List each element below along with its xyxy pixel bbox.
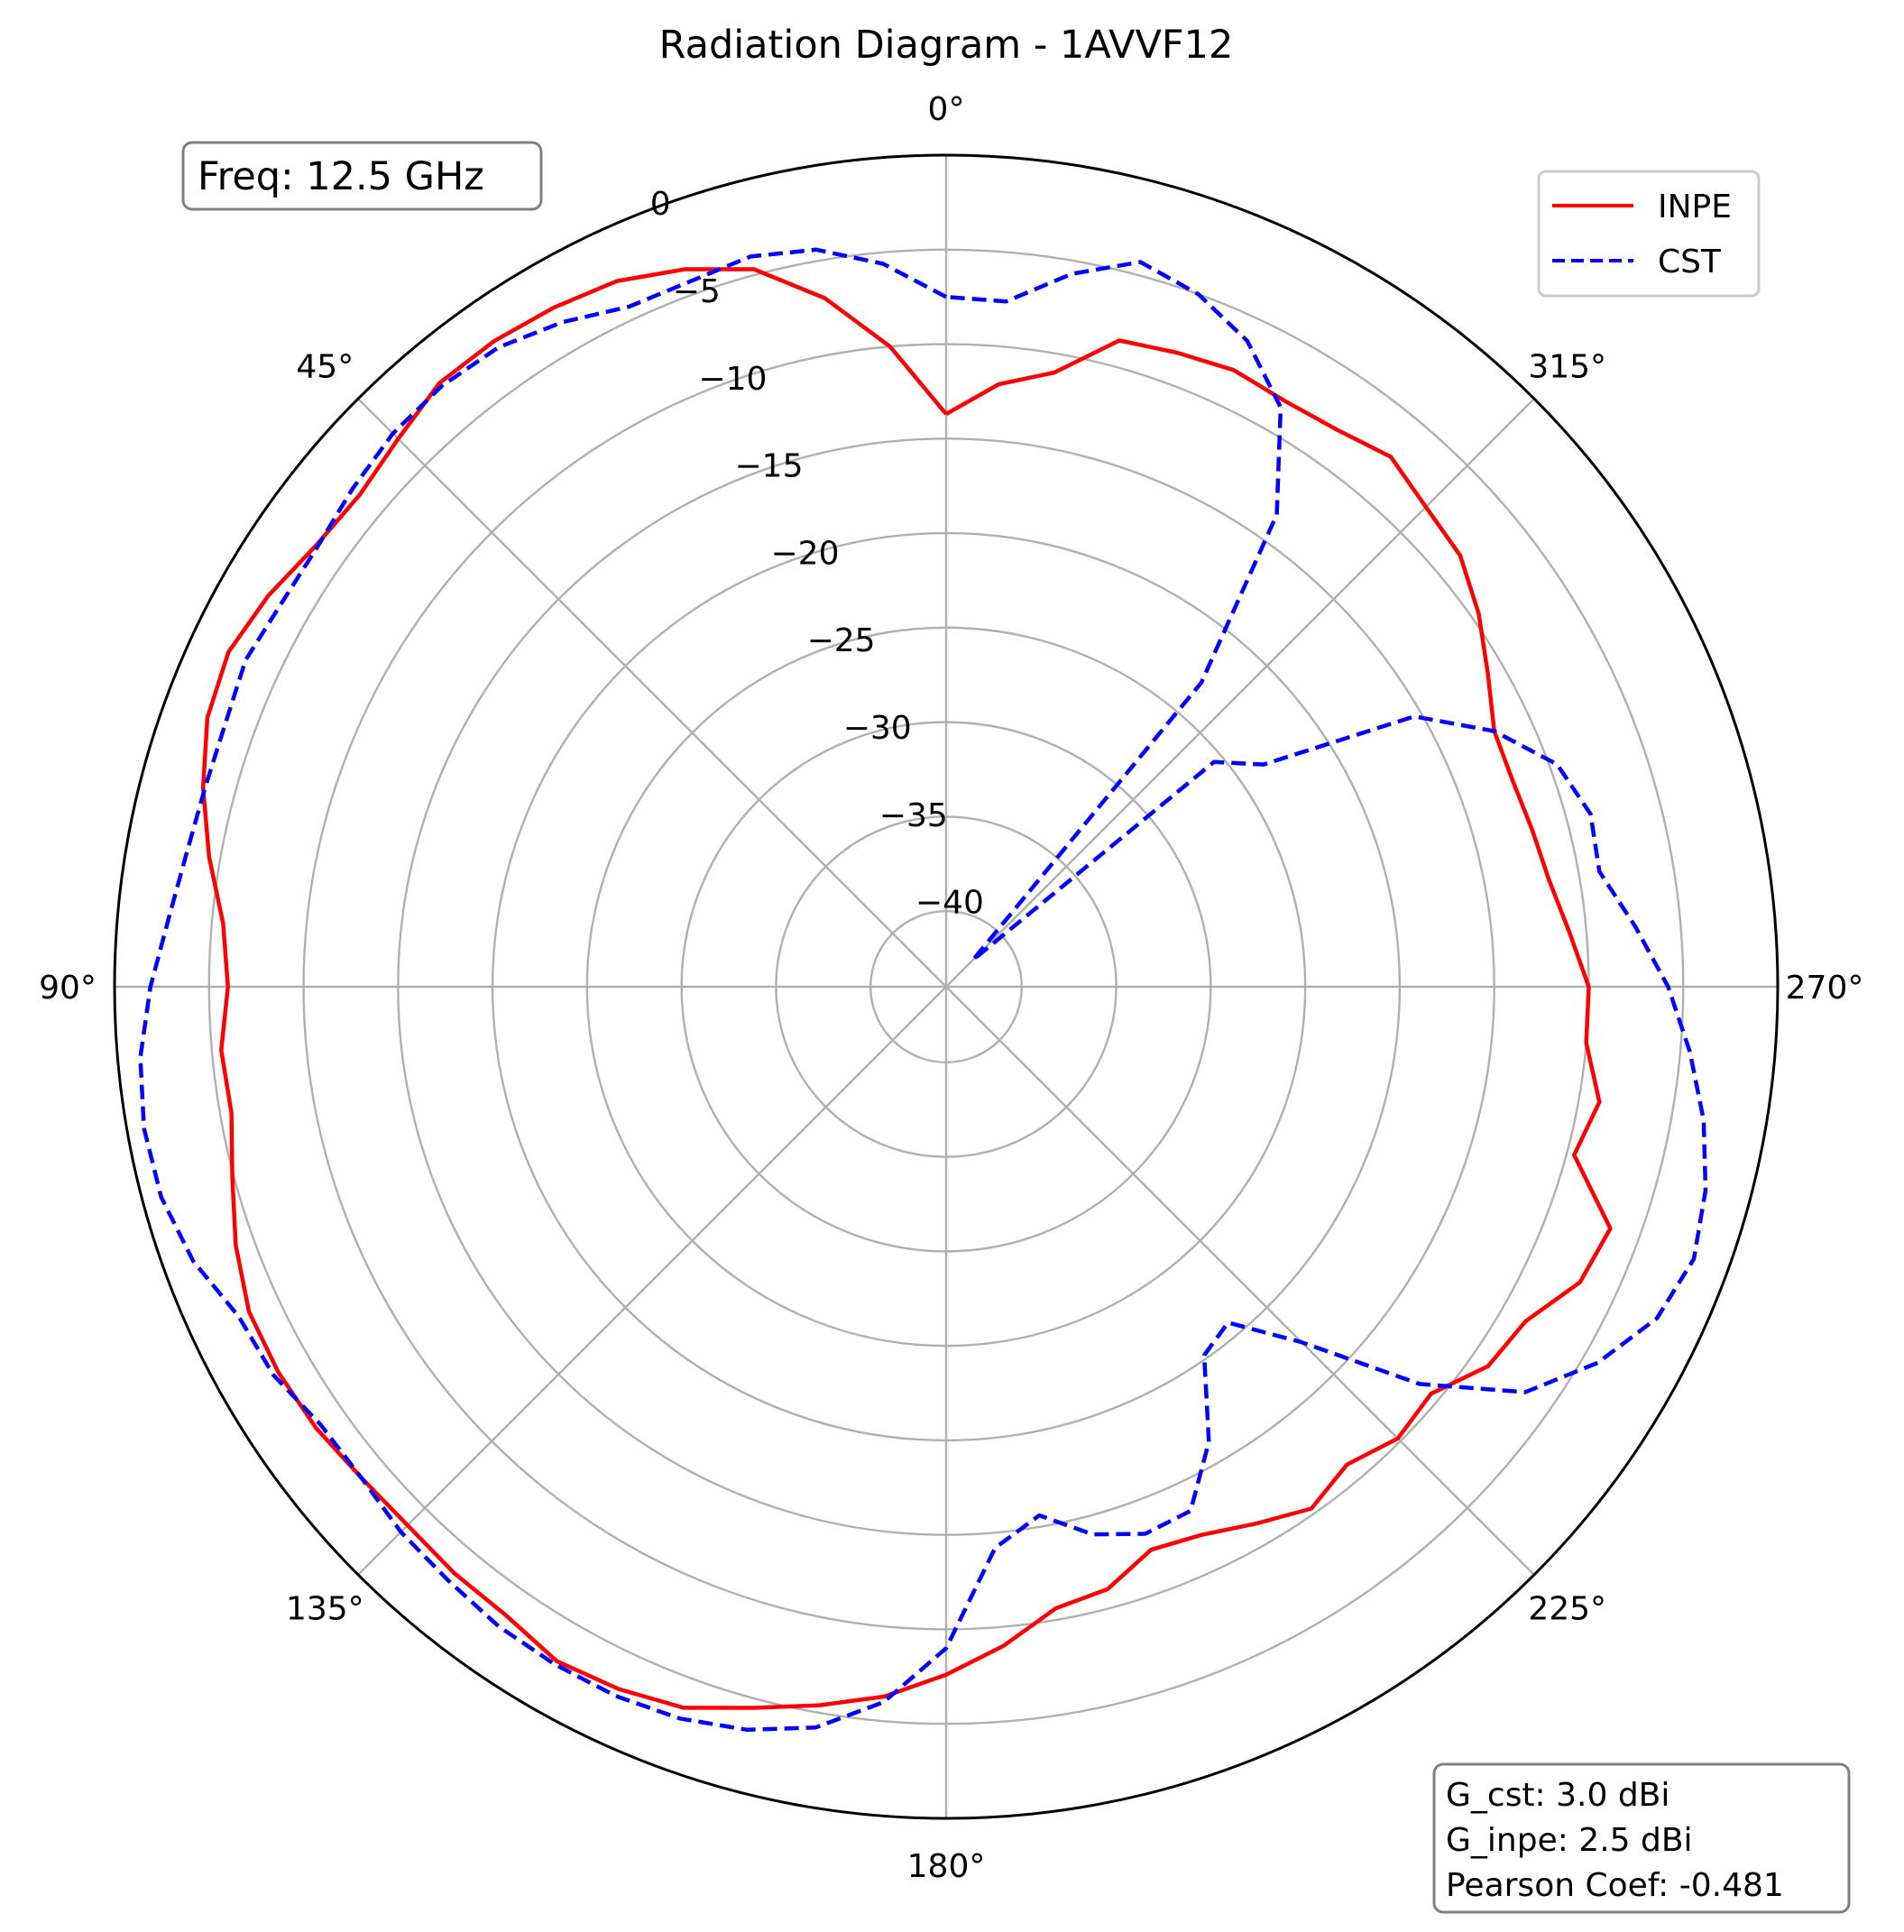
chart-title: Radiation Diagram - 1AVVF12 [659, 23, 1234, 68]
theta-tick-label: 180° [907, 1848, 986, 1885]
stats-annotation: G_cst: 3.0 dBi G_inpe: 2.5 dBi Pearson C… [1432, 1762, 1851, 1914]
legend-label-inpe: INPE [1658, 189, 1732, 225]
theta-tick-label: 0° [928, 91, 965, 128]
polar-frame [113, 153, 1780, 1820]
polar-grid [113, 153, 1780, 1820]
legend-label-cst: CST [1658, 244, 1722, 281]
series-layer [138, 247, 1708, 1733]
theta-tick-label: 45° [296, 348, 354, 385]
legend: INPE CST [1537, 170, 1761, 298]
series-line-cst [138, 247, 1708, 1733]
r-tick-label: −25 [807, 622, 876, 659]
r-tick-label: 0 [650, 186, 671, 223]
stats-box [1432, 1762, 1851, 1914]
r-tick-label: −35 [879, 797, 948, 834]
series-line-inpe [200, 267, 1613, 1710]
r-tick-label: −5 [673, 273, 721, 310]
r-tick-label: −30 [843, 710, 912, 747]
freq-annotation: Freq: 12.5 GHz [181, 141, 543, 211]
stat-g-inpe: G_inpe: 2.5 dBi [1446, 1822, 1693, 1859]
stat-pearson: Pearson Coef: -0.481 [1446, 1867, 1784, 1904]
r-tick-label: −15 [735, 448, 804, 485]
freq-box [181, 141, 543, 211]
grid-spoke [945, 398, 1535, 988]
r-tick-label: −20 [771, 535, 840, 572]
legend-box [1537, 170, 1761, 298]
theta-tick-label: 225° [1528, 1591, 1606, 1628]
theta-tick-label: 90° [39, 970, 97, 1007]
grid-spoke [357, 986, 947, 1576]
r-tick-label: −10 [698, 361, 767, 398]
theta-tick-label: 135° [286, 1591, 364, 1628]
grid-spoke [945, 986, 1535, 1576]
theta-tick-label: 315° [1528, 348, 1606, 385]
axis-labels: 0° 45° 90° 135° 180° 225° 270° 315° 0 −5 −10 −15 −20… [39, 91, 1863, 1885]
stat-g-cst: G_cst: 3.0 dBi [1446, 1777, 1669, 1814]
grid-spoke [357, 398, 947, 988]
freq-label: Freq: 12.5 GHz [198, 154, 484, 199]
r-tick-label: −40 [915, 885, 984, 922]
theta-tick-label: 270° [1786, 970, 1864, 1007]
